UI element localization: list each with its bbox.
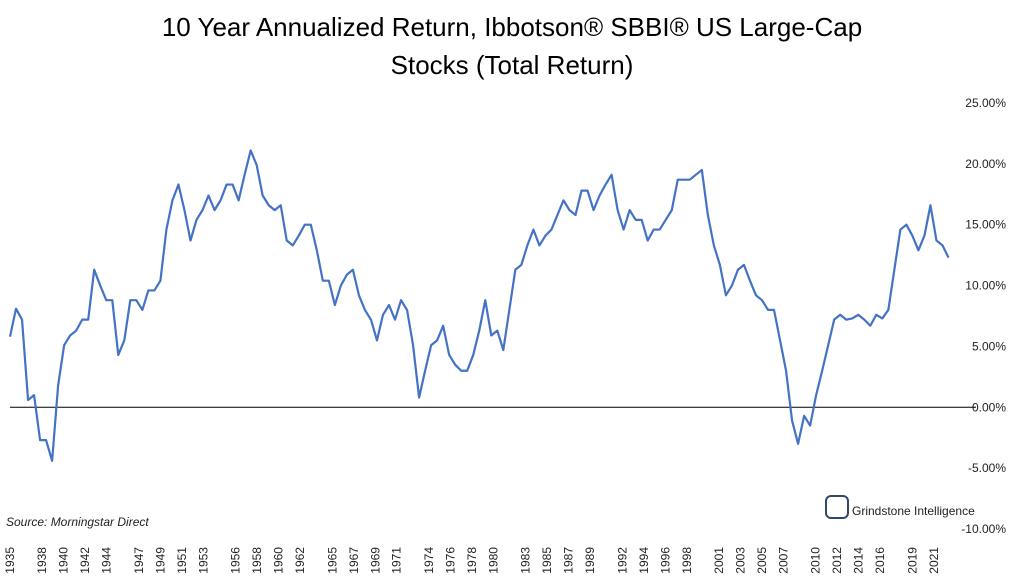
x-tick-label: 2003	[734, 547, 748, 574]
x-tick-label: 1940	[57, 547, 71, 574]
x-tick-label: 1962	[293, 547, 307, 574]
y-tick-label: 15.00%	[965, 218, 1006, 232]
x-tick-label: 1969	[368, 547, 382, 574]
x-tick-label: 1951	[175, 547, 189, 574]
chart-title: 10 Year Annualized Return, Ibbotson® SBB…	[161, 12, 863, 80]
x-tick-label: 2014	[852, 547, 866, 574]
source: Source: Morningstar Direct	[6, 515, 149, 529]
x-tick-label: 1949	[153, 547, 167, 574]
x-tick-label: 1983	[519, 547, 533, 574]
logo-icon	[825, 495, 849, 519]
x-tick-label: 1935	[3, 547, 17, 574]
x-tick-label: 1985	[540, 547, 554, 574]
x-tick-label: 2012	[830, 547, 844, 574]
x-tick-label: 1938	[35, 547, 49, 574]
x-tick-label: 1971	[390, 547, 404, 574]
line-series	[8, 149, 950, 462]
x-tick-label: 1953	[196, 547, 210, 574]
y-tick-label: 20.00%	[965, 157, 1006, 171]
x-tick-label: 1976	[443, 547, 457, 574]
y-tick-label: 0.00%	[972, 400, 1006, 414]
x-tick-label: 1960	[272, 547, 286, 574]
x-tick-label: 1947	[132, 547, 146, 574]
x-tick-label: 2019	[905, 547, 919, 574]
y-tick-label: 5.00%	[972, 339, 1006, 353]
x-tick-label: 2016	[873, 547, 887, 574]
x-tick-label: 1994	[637, 547, 651, 574]
x-tick-label: 1958	[250, 547, 264, 574]
x-tick-label: 1978	[465, 547, 479, 574]
x-tick-label: 1996	[658, 547, 672, 574]
x-tick-label: 2001	[712, 547, 726, 574]
x-tick-label: 1992	[615, 547, 629, 574]
x-tick-label: 1965	[325, 547, 339, 574]
x-tick-label: 1944	[100, 547, 114, 574]
x-tick-label: 1998	[680, 547, 694, 574]
y-tick-label: -5.00%	[968, 461, 1006, 475]
x-tick-label: 1956	[229, 547, 243, 574]
x-tick-label: 1980	[486, 547, 500, 574]
x-tick-label: 1989	[583, 547, 597, 574]
x-tick-label: 2007	[776, 547, 790, 574]
y-tick-label: -10.00%	[961, 522, 1006, 536]
y-tick-label: 25.00%	[965, 96, 1006, 110]
x-tick-label: 1987	[562, 547, 576, 574]
logo: Grindstone Intelligence	[852, 504, 975, 518]
x-tick-label: 2010	[809, 547, 823, 574]
x-tick-label: 2021	[927, 547, 941, 574]
x-tick-label: 2005	[755, 547, 769, 574]
x-tick-label: 1942	[78, 547, 92, 574]
x-tick-label: 1967	[347, 547, 361, 574]
x-tick-label: 1974	[422, 547, 436, 574]
y-tick-label: 10.00%	[965, 279, 1006, 293]
